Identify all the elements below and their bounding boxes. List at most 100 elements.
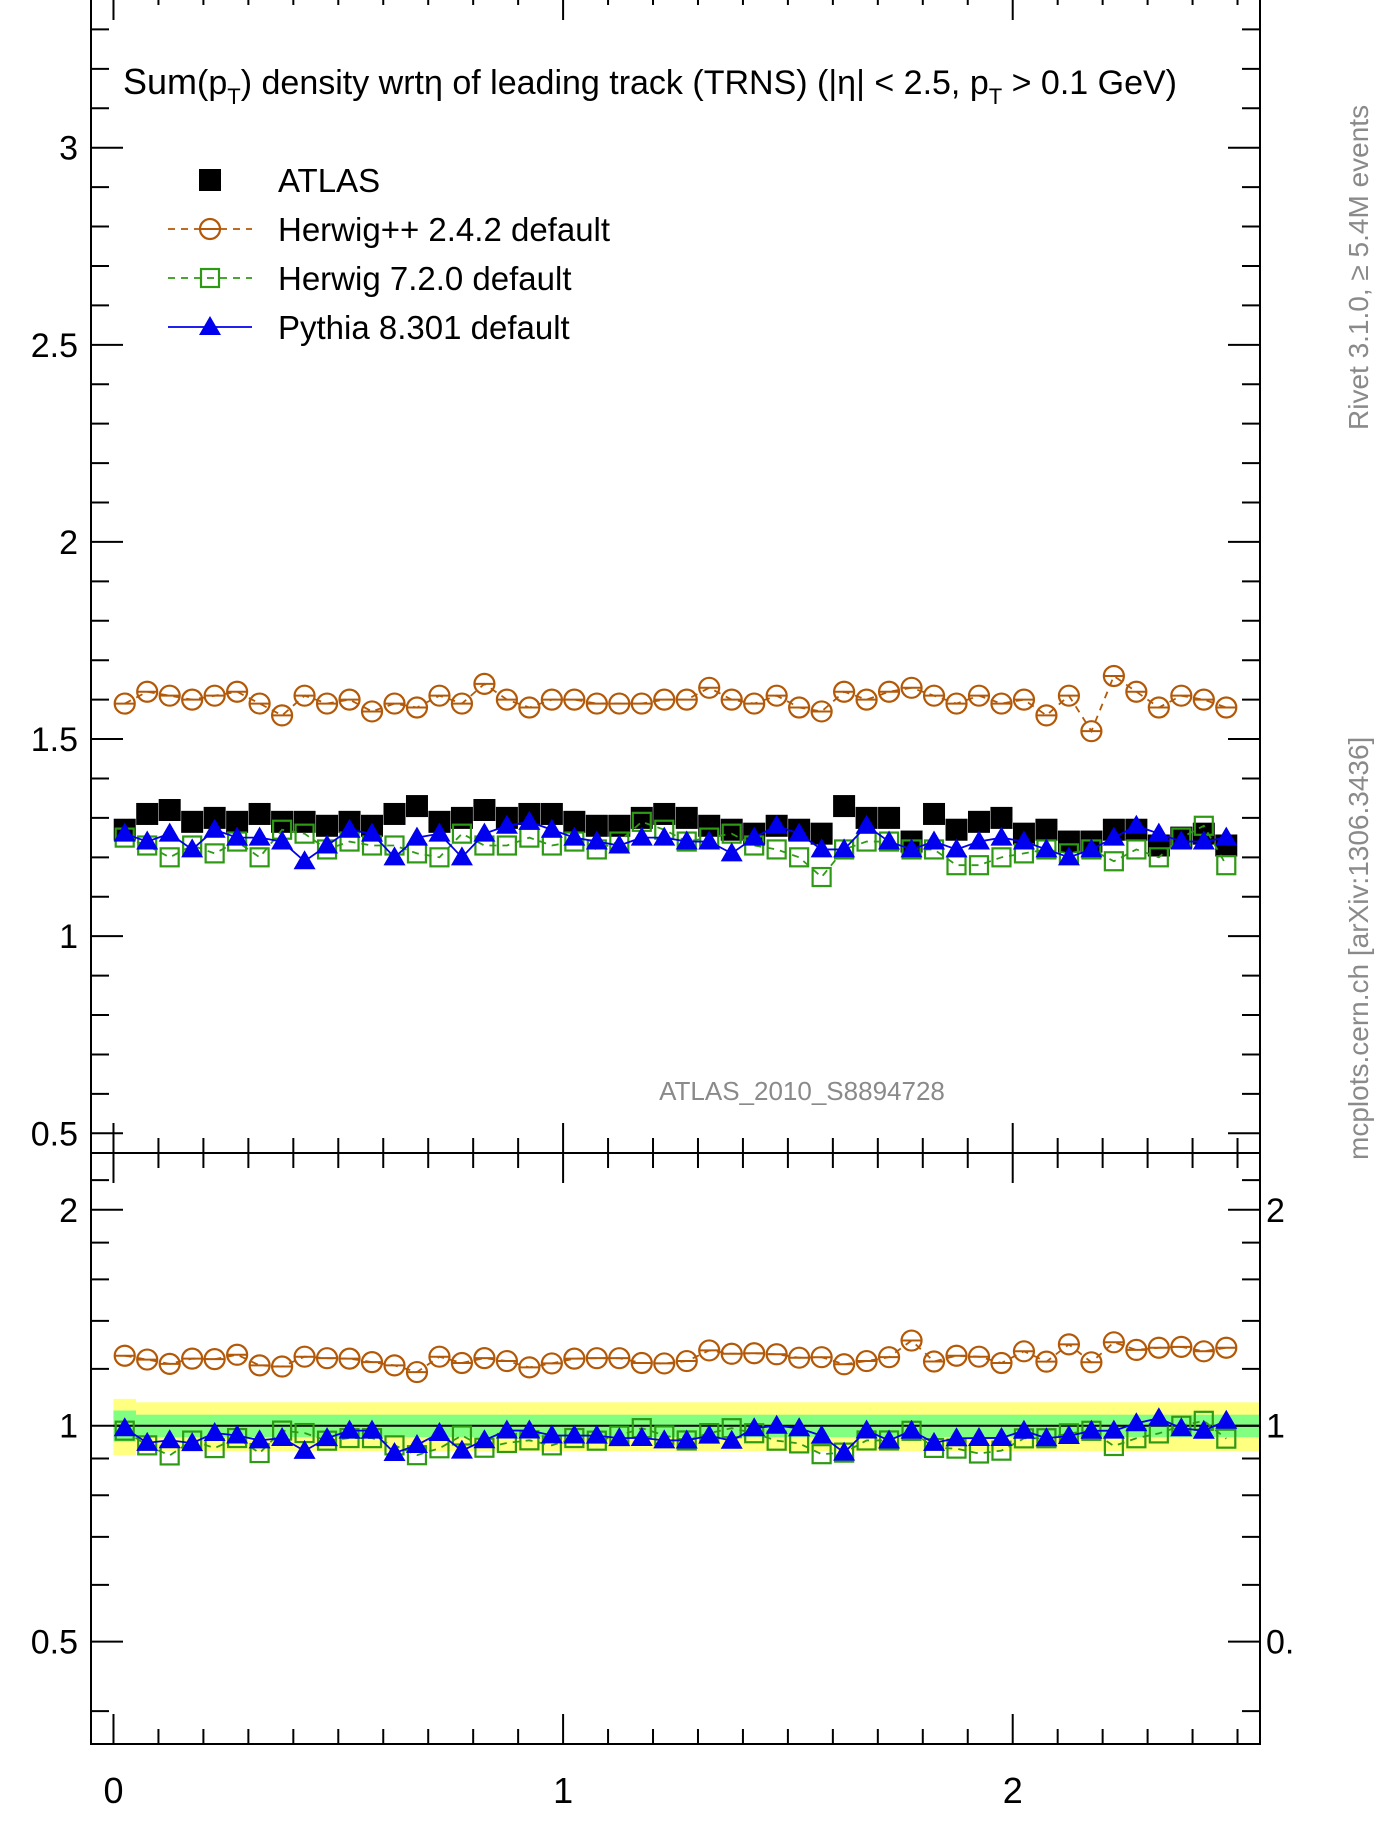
- point-pythia-8-301-default: [765, 814, 788, 834]
- analysis-watermark: ATLAS_2010_S8894728: [659, 1076, 945, 1106]
- ratio-point-pythia-8-301-default: [765, 1414, 788, 1434]
- point-pythia-8-301-default: [563, 826, 586, 846]
- title-subscript: T: [227, 84, 240, 109]
- point-pythia-8-301-default: [1147, 822, 1170, 842]
- point-pythia-8-301-default: [608, 834, 631, 854]
- point-atlas: [833, 795, 856, 818]
- point-herwig-7-2-0-default: [429, 847, 450, 868]
- point-pythia-8-301-default: [450, 846, 473, 866]
- ratio-point-pythia-8-301-default: [675, 1429, 698, 1449]
- ratio-panel-frame: [90, 1152, 1261, 1745]
- point-pythia-8-301-default: [361, 822, 384, 842]
- point-pythia-8-301-default: [743, 826, 766, 846]
- point-pythia-8-301-default: [226, 826, 249, 846]
- ratio-point-pythia-8-301-default: [271, 1427, 294, 1447]
- point-atlas: [720, 818, 743, 841]
- ratio-point-pythia-8-301-default: [653, 1429, 676, 1449]
- point-herwig-7-2-0-default: [991, 847, 1012, 868]
- ratio-point-pythia-8-301-default: [1147, 1407, 1170, 1427]
- point-pythia-8-301-default: [653, 826, 676, 846]
- point-pythia-8-301-default: [158, 822, 181, 842]
- ratio-point-pythia-8-301-default: [158, 1429, 181, 1449]
- ratio-point-pythia-8-301-default: [1215, 1409, 1238, 1429]
- ratio-point-pythia-8-301-default: [900, 1419, 923, 1439]
- mcplots-side-text: mcplots.cern.ch [arXiv:1306.3436]: [1343, 737, 1374, 1160]
- point-atlas: [1057, 830, 1080, 853]
- ratio-point-pythia-8-301-default: [450, 1439, 473, 1459]
- point-pythia-8-301-default: [630, 826, 653, 846]
- legend-label-herwig-7-2-0-default: Herwig 7.2.0 default: [278, 260, 572, 297]
- ratio-point-pythia-8-301-default: [923, 1431, 946, 1451]
- ratio-point-pythia-8-301-default: [585, 1424, 608, 1444]
- ratio-point-pythia-8-301-default: [743, 1417, 766, 1437]
- xtick-label: 0: [103, 1770, 123, 1811]
- chart-title: Sum(pT) density wrtη of leading track (T…: [123, 61, 1177, 109]
- ratio-point-pythia-8-301-default: [338, 1419, 361, 1439]
- point-pythia-8-301-default: [585, 830, 608, 850]
- point-atlas: [181, 810, 204, 833]
- ratio-point-pythia-8-301-default: [788, 1417, 811, 1437]
- point-herwig-7-2-0-default: [968, 855, 990, 876]
- title-p: p: [208, 64, 227, 102]
- ratio-point-pythia-8-301-default: [1080, 1419, 1103, 1439]
- ratio-ytick-label: 2: [59, 1192, 78, 1230]
- point-pythia-8-301-default: [181, 838, 204, 858]
- point-pythia-8-301-default: [878, 830, 901, 850]
- point-pythia-8-301-default: [136, 830, 159, 850]
- point-pythia-8-301-default: [900, 838, 923, 858]
- point-pythia-8-301-default: [338, 818, 361, 838]
- main-ytick-label: 0.5: [31, 1115, 78, 1153]
- ratio-point-pythia-8-301-default: [361, 1419, 384, 1439]
- ratio-point-pythia-8-301-default: [1035, 1427, 1058, 1447]
- point-pythia-8-301-default: [923, 830, 946, 850]
- ratio-ytick-label: 0.5: [31, 1624, 78, 1662]
- point-atlas: [383, 802, 406, 825]
- point-pythia-8-301-default: [428, 822, 451, 842]
- point-pythia-8-301-default: [1057, 846, 1080, 866]
- ratio-ytick-label-right: 1: [1266, 1408, 1285, 1446]
- xtick-label: 1: [553, 1770, 573, 1811]
- title-main: Sum: [123, 61, 197, 102]
- ratio-point-pythia-8-301-default: [833, 1441, 856, 1461]
- point-atlas: [271, 810, 294, 833]
- line-herwig-2-4-2-default: [124, 674, 1227, 734]
- ratio-point-herwig-7-2-0-default: [811, 1444, 832, 1465]
- point-pythia-8-301-default: [1080, 838, 1103, 858]
- main-ytick-label: 2: [59, 524, 78, 562]
- ratio-point-pythia-8-301-default: [810, 1424, 833, 1444]
- point-atlas: [698, 814, 721, 837]
- legend-label-atlas: ATLAS: [278, 162, 380, 199]
- main-ytick-label: 2.5: [31, 327, 78, 365]
- point-pythia-8-301-default: [271, 830, 294, 850]
- title-open-paren: (: [197, 64, 209, 102]
- ratio-point-pythia-8-301-default: [1170, 1417, 1193, 1437]
- point-pythia-8-301-default: [316, 834, 339, 854]
- ratio-point-pythia-8-301-default: [1192, 1419, 1215, 1439]
- point-pythia-8-301-default: [990, 826, 1013, 846]
- ratio-point-pythia-8-301-default: [136, 1431, 159, 1451]
- ratio-point-pythia-8-301-default: [855, 1419, 878, 1439]
- line-herwig-7-2-0-default: [124, 820, 1228, 879]
- point-herwig-7-2-0-default: [766, 839, 787, 860]
- point-atlas: [923, 802, 946, 825]
- point-pythia-8-301-default: [833, 838, 856, 858]
- ratio-point-pythia-8-301-default: [1012, 1419, 1035, 1439]
- ratio-series-layer: [113, 1329, 1238, 1466]
- point-atlas: [226, 810, 249, 833]
- ratio-point-pythia-8-301-default: [428, 1422, 451, 1442]
- point-herwig-7-2-0-default: [204, 843, 225, 864]
- ratio-ytick-label-right: 2: [1266, 1192, 1285, 1230]
- ratio-point-pythia-8-301-default: [990, 1426, 1013, 1446]
- point-pythia-8-301-default: [248, 826, 271, 846]
- ratio-point-pythia-8-301-default: [720, 1429, 743, 1449]
- title-subscript-2: T: [989, 84, 1002, 109]
- ratio-point-pythia-8-301-default: [226, 1424, 249, 1444]
- ratio-point-pythia-8-301-default: [878, 1429, 901, 1449]
- point-atlas: [945, 818, 968, 841]
- ratio-point-pythia-8-301-default: [383, 1442, 406, 1462]
- point-pythia-8-301-default: [675, 830, 698, 850]
- point-atlas: [158, 799, 181, 822]
- point-pythia-8-301-default: [495, 814, 518, 834]
- point-atlas: [293, 810, 316, 833]
